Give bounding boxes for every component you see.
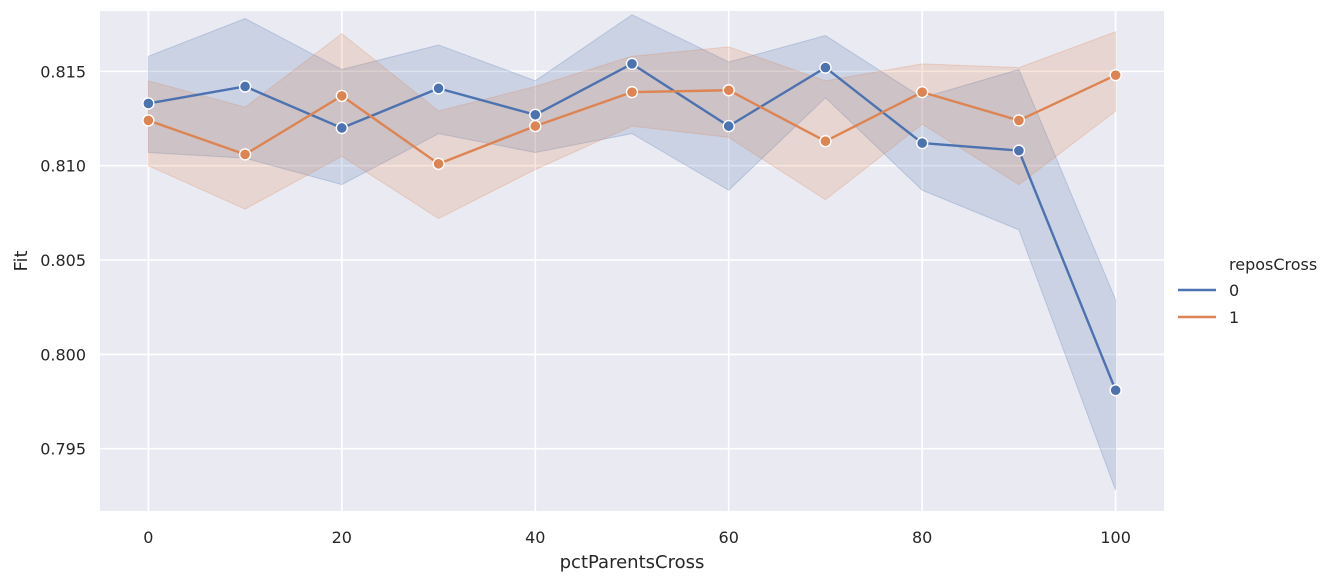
x-tick-label: 40 — [525, 528, 545, 547]
data-point-1 — [722, 84, 735, 97]
x-tick-label: 20 — [332, 528, 352, 547]
data-point-1 — [238, 148, 252, 161]
data-point-1 — [625, 85, 639, 99]
data-point-1 — [142, 114, 155, 127]
data-point-0 — [238, 80, 252, 93]
grid — [100, 11, 1164, 511]
y-tick-label: 0.815 — [40, 62, 86, 81]
legend-label-1: 1 — [1229, 308, 1239, 327]
data-point-0 — [915, 136, 929, 150]
data-point-1 — [335, 89, 349, 103]
x-tick-labels: 0 20 40 60 80 100 — [143, 528, 1131, 547]
legend-title: reposCross — [1229, 255, 1317, 274]
legend-label-0: 0 — [1229, 281, 1239, 300]
x-axis-label: pctParentsCross — [560, 552, 705, 573]
data-point-1 — [1012, 114, 1026, 127]
x-tick-label: 100 — [1100, 528, 1131, 547]
data-point-0 — [1109, 384, 1122, 397]
data-point-0 — [722, 119, 735, 133]
y-tick-labels: 0.795 0.800 0.805 0.810 0.815 — [40, 62, 86, 458]
data-point-0 — [529, 108, 542, 121]
data-point-0 — [1012, 144, 1026, 157]
data-point-1 — [432, 157, 445, 171]
x-tick-label: 80 — [912, 528, 932, 547]
data-point-0 — [819, 61, 832, 74]
series-markers — [142, 57, 1122, 397]
y-tick-label: 0.795 — [40, 440, 86, 459]
confidence-band-0 — [147, 14, 1117, 491]
data-point-0 — [432, 82, 445, 95]
y-tick-label: 0.800 — [40, 345, 86, 364]
x-tick-label: 0 — [143, 528, 153, 547]
data-point-0 — [335, 121, 349, 135]
confidence-band-1 — [147, 31, 1117, 220]
data-point-1 — [819, 134, 832, 148]
data-point-1 — [529, 119, 542, 133]
data-point-1 — [1109, 68, 1122, 82]
y-tick-label: 0.805 — [40, 251, 86, 270]
y-tick-label: 0.810 — [40, 157, 86, 176]
y-axis-label: Fit — [11, 250, 32, 271]
confidence-bands — [147, 14, 1117, 491]
x-tick-label: 60 — [719, 528, 739, 547]
legend: reposCross 0 1 — [1178, 255, 1317, 327]
data-point-0 — [625, 57, 639, 71]
data-point-1 — [915, 85, 929, 99]
data-point-0 — [142, 97, 155, 110]
